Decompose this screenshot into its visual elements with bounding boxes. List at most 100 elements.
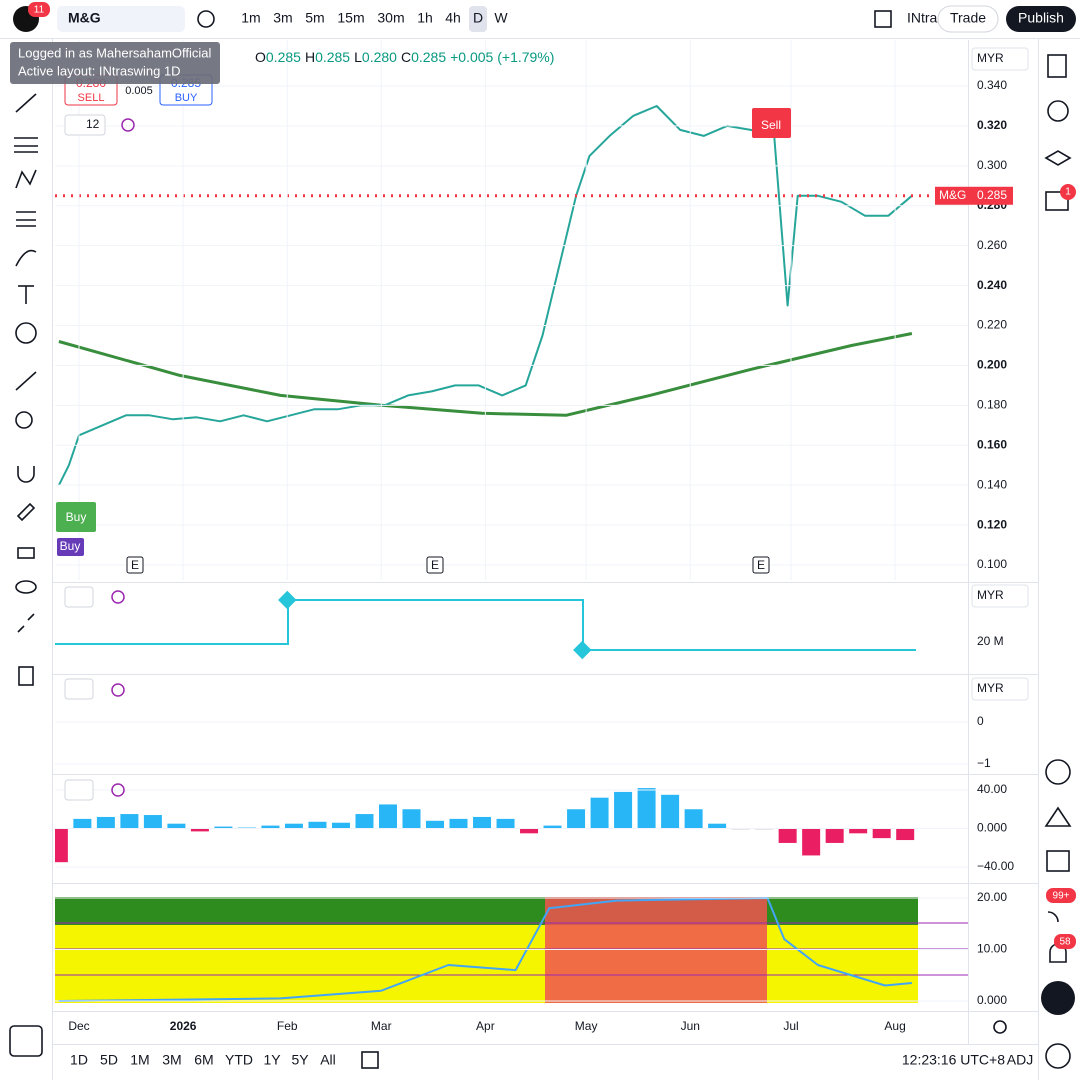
sell-label: SELL bbox=[78, 92, 105, 104]
buy-signal-text: Buy bbox=[66, 510, 87, 524]
interval[interactable]: 3m bbox=[273, 10, 292, 26]
histogram-bar bbox=[567, 809, 586, 829]
x-tick-label: Apr bbox=[476, 1019, 495, 1033]
range-button[interactable]: YTD bbox=[225, 1052, 253, 1068]
compare-icon[interactable] bbox=[197, 10, 215, 28]
earnings-markers[interactable] bbox=[126, 556, 770, 574]
currency-button[interactable] bbox=[971, 584, 1029, 608]
x-tick-label: Aug bbox=[884, 1019, 905, 1033]
interval[interactable]: 15m bbox=[337, 10, 364, 26]
buy-signal bbox=[57, 538, 84, 556]
histogram-bar bbox=[849, 828, 868, 834]
histogram-bar bbox=[614, 791, 633, 829]
interval[interactable]: 30m bbox=[377, 10, 404, 26]
y-tick-label: 20.00 bbox=[977, 890, 1007, 904]
price-line bbox=[58, 105, 913, 486]
range-button[interactable]: 1M bbox=[130, 1052, 149, 1068]
badge-text: 11 bbox=[34, 5, 45, 16]
histogram-bar bbox=[402, 809, 421, 829]
pane-controls[interactable] bbox=[64, 114, 106, 801]
trade-button[interactable] bbox=[937, 5, 999, 33]
step-line bbox=[55, 599, 916, 651]
histogram-bar bbox=[496, 818, 515, 829]
earnings: E bbox=[431, 558, 439, 572]
histogram-bar bbox=[355, 814, 374, 829]
x-tick-label: Jun bbox=[681, 1019, 700, 1033]
y-tick-label: 0.140 bbox=[977, 477, 1007, 491]
symbol-search[interactable] bbox=[57, 6, 185, 32]
y-tick-label: 0.300 bbox=[977, 158, 1007, 172]
histogram-bar bbox=[214, 826, 233, 829]
histogram-bar bbox=[708, 823, 727, 829]
badge bbox=[1060, 184, 1076, 200]
range-button[interactable]: 5Y bbox=[291, 1052, 309, 1068]
histogram-bar bbox=[331, 822, 350, 829]
indicator-length: 12 bbox=[86, 117, 100, 131]
range-button[interactable]: 5D bbox=[100, 1052, 118, 1068]
y-tick-label: 0.200 bbox=[977, 358, 1007, 372]
layout-name[interactable]: INtra bbox=[907, 10, 938, 26]
badge bbox=[1054, 934, 1076, 949]
badge-text: 99+ bbox=[1053, 891, 1070, 902]
interval[interactable]: 4h bbox=[445, 10, 461, 26]
histogram-bar bbox=[143, 815, 162, 829]
currency-button[interactable] bbox=[971, 47, 1029, 71]
oscillator-line bbox=[58, 897, 912, 1002]
step-marker bbox=[278, 590, 297, 610]
y-tick-label: 0.120 bbox=[977, 517, 1007, 531]
interval[interactable]: D bbox=[473, 10, 483, 26]
range-button[interactable]: 3M bbox=[162, 1052, 181, 1068]
histogram-bar bbox=[378, 804, 397, 829]
publish-button[interactable] bbox=[1006, 6, 1076, 32]
x-tick-label: May bbox=[575, 1019, 598, 1033]
goto-date[interactable] bbox=[361, 1051, 379, 1069]
adjust[interactable]: ADJ bbox=[1007, 1052, 1033, 1068]
step-marker bbox=[573, 640, 592, 660]
range-button[interactable]: 1Y bbox=[263, 1052, 281, 1068]
interval[interactable]: 1m bbox=[241, 10, 260, 26]
x-tick-label: 2026 bbox=[170, 1019, 197, 1033]
sidebar-tools[interactable] bbox=[1044, 54, 1072, 1069]
buy-label: BUY bbox=[175, 92, 198, 104]
histogram-bar bbox=[55, 828, 68, 863]
histogram-bar bbox=[473, 816, 492, 829]
histogram-bar bbox=[825, 828, 844, 843]
ohlc-legend: O0.285 H0.285 L0.280 C0.285 +0.005 (+1.79%) bbox=[255, 49, 554, 65]
earnings: E bbox=[131, 558, 139, 572]
y-tick-label: 0.000 bbox=[977, 821, 1007, 835]
range-button[interactable]: 1D bbox=[70, 1052, 88, 1068]
y-tick-label: 40.00 bbox=[977, 782, 1007, 796]
active-interval bbox=[469, 6, 487, 32]
spread: 0.005 bbox=[125, 85, 153, 97]
apps-button[interactable] bbox=[1041, 981, 1075, 1015]
range-button[interactable]: All bbox=[320, 1052, 336, 1068]
refresh-icons[interactable] bbox=[111, 118, 135, 797]
sell-signal-text: Sell bbox=[761, 118, 781, 132]
currency-button[interactable] bbox=[971, 677, 1029, 701]
badge-text: 58 bbox=[1059, 937, 1071, 948]
histogram-bar bbox=[802, 828, 821, 856]
clock: 12:23:16 UTC+8 bbox=[902, 1052, 1005, 1068]
interval[interactable]: 1h bbox=[417, 10, 433, 26]
y-tick-label: 0.340 bbox=[977, 78, 1007, 92]
histogram-bar bbox=[190, 828, 209, 832]
interval[interactable]: W bbox=[494, 10, 508, 26]
trade: Trade bbox=[950, 10, 986, 26]
badge bbox=[28, 2, 50, 17]
interval[interactable]: 5m bbox=[305, 10, 324, 26]
drawing-tools[interactable] bbox=[9, 93, 43, 1057]
histogram-bar bbox=[167, 823, 186, 829]
histogram-bar bbox=[543, 825, 562, 829]
y-tick-label: 0.320 bbox=[977, 118, 1007, 132]
layout-icon[interactable] bbox=[874, 10, 892, 28]
publish: Publish bbox=[1018, 10, 1064, 26]
currency: MYR bbox=[977, 588, 1004, 602]
range-button[interactable]: 6M bbox=[194, 1052, 213, 1068]
histogram-bar bbox=[120, 814, 139, 829]
price-tag-symbol: M&G bbox=[939, 188, 966, 202]
histogram-bar bbox=[637, 788, 656, 829]
settings[interactable] bbox=[993, 1020, 1007, 1034]
y-tick-label: 0.100 bbox=[977, 557, 1007, 571]
currency: MYR bbox=[977, 51, 1004, 65]
